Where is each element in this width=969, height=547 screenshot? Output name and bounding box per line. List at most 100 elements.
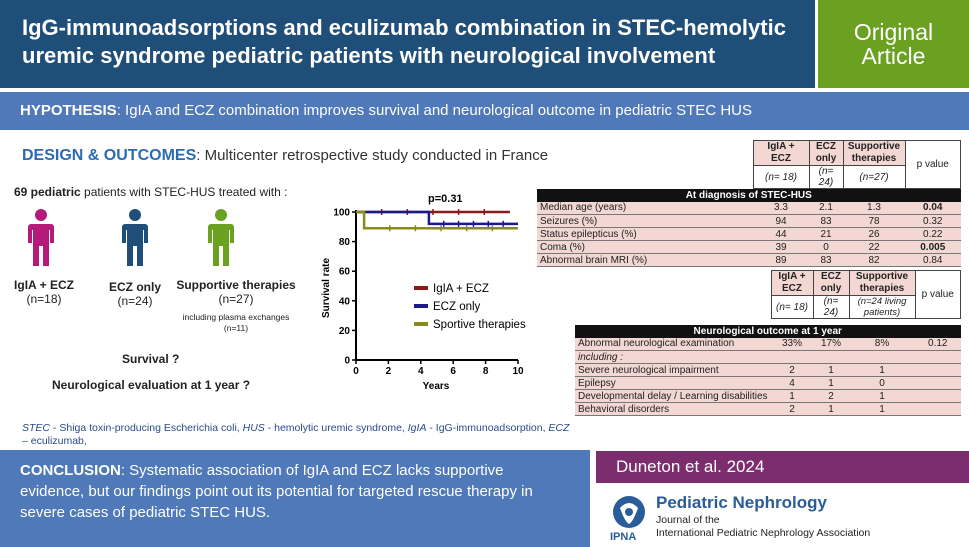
hypothesis-banner: HYPOTHESIS: IgIA and ECZ combination imp… — [0, 92, 969, 130]
article-type-badge: Original Article — [815, 0, 969, 88]
journal-subtitle-1: Journal of the — [656, 514, 720, 526]
row-value: 33% — [771, 337, 813, 351]
x-tick-label: 0 — [353, 366, 359, 377]
row-value: 2.1 — [809, 201, 843, 215]
row-pvalue: 0.005 — [905, 240, 961, 254]
row-value: 44 — [753, 227, 809, 241]
col-header: Supportive therapies — [848, 270, 916, 296]
abbr-term: ECZ — [548, 422, 570, 434]
row-label: Median age (years) — [537, 201, 753, 215]
intro-count: 69 pediatric — [14, 185, 81, 199]
col-header: Supportive therapies — [842, 140, 906, 166]
section-header: At diagnosis of STEC-HUS — [537, 188, 961, 202]
legend-label: ECZ only — [433, 301, 481, 313]
abbr-def: - IgG-immunoadsorption, — [426, 422, 549, 434]
table-row: Coma (%) 39 0 22 0.005 — [537, 240, 961, 254]
group-label-supportive: Supportive therapies (n=27) including pl… — [168, 278, 304, 334]
journal-subtitle-2: International Pediatric Nephrology Assoc… — [656, 527, 871, 539]
table-row: Behavioral disorders 2 1 1 — [575, 402, 961, 416]
row-value: 1 — [849, 389, 915, 403]
group-note-n: (n=11) — [223, 323, 249, 333]
group-n: (n=27) — [218, 292, 254, 306]
badge-line-1: Original — [853, 19, 934, 45]
row-value: 82 — [843, 253, 905, 267]
row-value: 1 — [771, 389, 813, 403]
row-value: 83 — [809, 253, 843, 267]
row-value: 2 — [771, 363, 813, 377]
question-survival: Survival ? — [122, 352, 180, 366]
ipna-logo-icon — [613, 496, 645, 528]
row-value: 78 — [843, 214, 905, 228]
diagnosis-table: IgIA + ECZ ECZ only Supportive therapies… — [537, 140, 961, 267]
design-label: DESIGN & OUTCOMES — [22, 147, 197, 164]
abbr-def: - hemolytic uremic syndrome, — [264, 422, 408, 434]
x-tick-label: 6 — [450, 366, 456, 377]
row-value: 0 — [809, 240, 843, 254]
row-value — [771, 350, 813, 364]
abbr-def: – eculizumab, — [22, 435, 87, 447]
design-section: DESIGN & OUTCOMES: Multicenter retrospec… — [22, 147, 548, 165]
col-n: (n= 18) — [770, 295, 814, 319]
intro-rest: patients with STEC-HUS treated with : — [80, 185, 288, 199]
person-icon-igia-ecz — [28, 209, 54, 266]
row-value: 4 — [771, 376, 813, 390]
y-tick-label: 100 — [333, 208, 350, 219]
row-label: Abnormal brain MRI (%) — [537, 253, 753, 267]
row-value: 83 — [809, 214, 843, 228]
series-line-1 — [356, 210, 518, 226]
group-n: (n=18) — [26, 292, 62, 306]
table-row: Seizures (%) 94 83 78 0.32 — [537, 214, 961, 228]
col-n: (n= 24) — [812, 295, 850, 319]
group-name: ECZ only — [108, 280, 161, 294]
intro-text: 69 pediatric patients with STEC-HUS trea… — [14, 185, 287, 199]
abbr-def: - Shiga toxin-producing Escherichia coli… — [50, 422, 243, 434]
x-tick-label: 8 — [483, 366, 489, 377]
legend-label: Sportive therapies — [433, 319, 526, 331]
conclusion-label: CONCLUSION — [20, 462, 121, 479]
row-value: 89 — [753, 253, 809, 267]
row-label: Abnormal neurological examination — [575, 337, 771, 351]
col-n: (n= 24) — [808, 165, 844, 189]
col-header-pvalue: p value — [914, 270, 961, 319]
row-value: 0 — [849, 376, 915, 390]
row-label: Seizures (%) — [537, 214, 753, 228]
group-n: (n=24) — [117, 294, 153, 308]
citation: Duneton et al. 2024 — [596, 451, 969, 483]
series-line-2 — [356, 210, 518, 230]
hypothesis-label: HYPOTHESIS — [20, 102, 117, 119]
y-tick-label: 80 — [339, 237, 351, 248]
row-label: Epilepsy — [575, 376, 771, 390]
y-tick-label: 40 — [339, 296, 351, 307]
row-label: Developmental delay / Learning disabilit… — [575, 389, 771, 403]
table-row: Median age (years) 3.3 2.1 1.3 0.04 — [537, 201, 961, 215]
col-header: ECZ only — [812, 270, 850, 296]
row-value: 22 — [843, 240, 905, 254]
row-label: including : — [575, 350, 771, 364]
legend-label: IgIA + ECZ — [433, 283, 489, 295]
row-pvalue: 0.32 — [905, 214, 961, 228]
x-tick-label: 4 — [418, 366, 424, 377]
badge-line-2: Article — [861, 43, 926, 69]
chart-ylabel: Survival rate — [321, 258, 332, 318]
design-text: : Multicenter retrospective study conduc… — [196, 147, 549, 164]
conclusion-box: CONCLUSION: Systematic association of Ig… — [0, 450, 590, 547]
row-value — [813, 350, 849, 364]
x-tick-label: 2 — [386, 366, 392, 377]
row-pvalue: 0.12 — [915, 337, 961, 351]
row-value: 1 — [813, 363, 849, 377]
col-header: ECZ only — [808, 140, 844, 166]
row-label: Status epilepticus (%) — [537, 227, 753, 241]
row-pvalue — [915, 402, 961, 416]
group-note: including plasma exchanges — [182, 312, 290, 322]
row-pvalue: 0.04 — [905, 201, 961, 215]
row-pvalue — [915, 350, 961, 364]
abbreviations: STEC - Shiga toxin-producing Escherichia… — [22, 422, 577, 448]
table-row: Developmental delay / Learning disabilit… — [575, 389, 961, 403]
abbr-term: IgIA — [407, 422, 427, 434]
table-row: Abnormal brain MRI (%) 89 83 82 0.84 — [537, 253, 961, 267]
col-n: (n=27) — [842, 165, 906, 189]
person-icon-supportive — [208, 209, 234, 266]
journal-block: IPNA Pediatric Nephrology Journal of the… — [596, 484, 969, 547]
x-tick-label: 10 — [512, 366, 524, 377]
row-label: Coma (%) — [537, 240, 753, 254]
